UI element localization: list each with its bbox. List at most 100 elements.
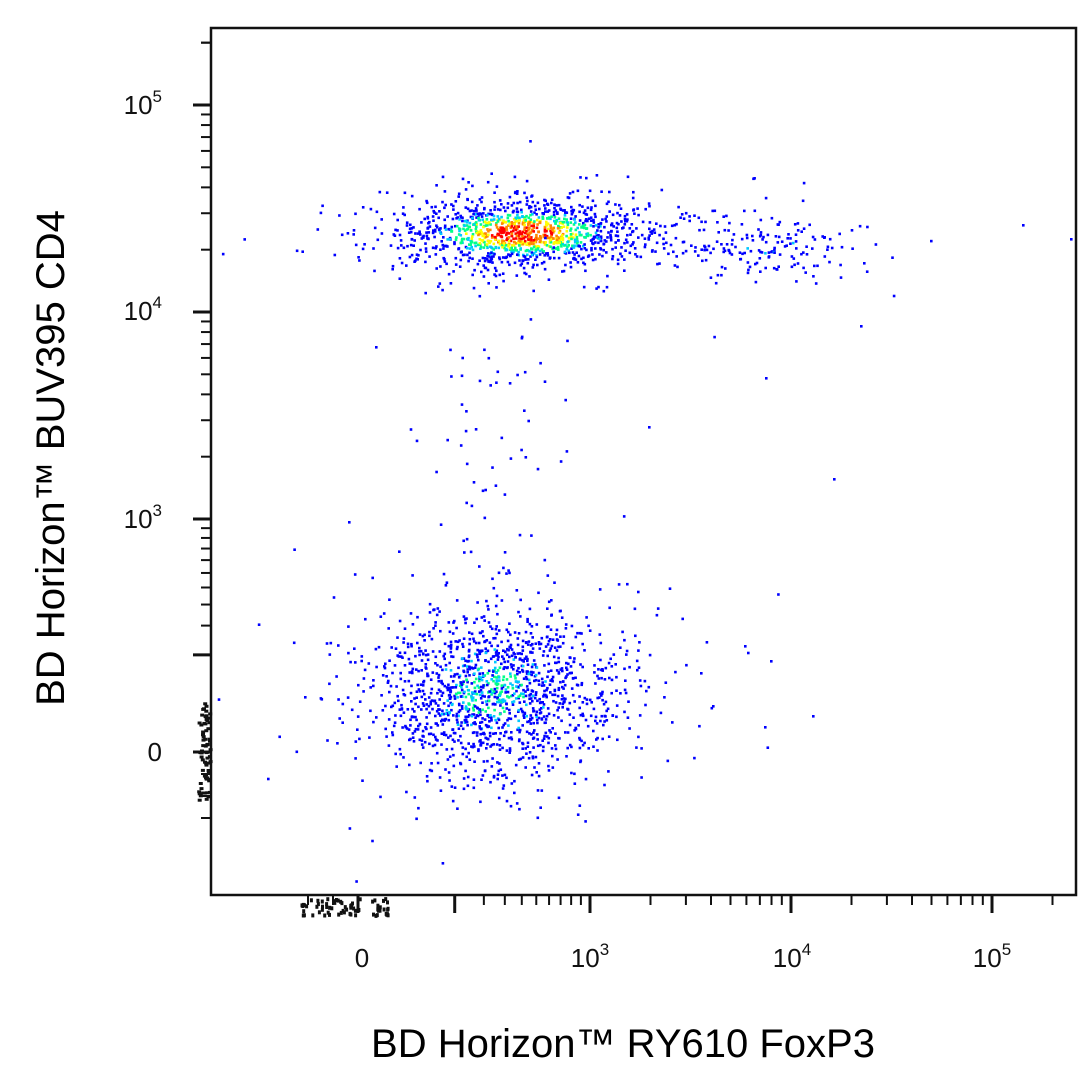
data-point (455, 647, 459, 651)
data-point (474, 698, 477, 702)
data-point (582, 261, 585, 265)
data-point (773, 246, 776, 250)
data-point (415, 257, 418, 261)
data-point (524, 249, 528, 253)
data-point (471, 696, 475, 699)
data-point (398, 277, 402, 280)
data-point (597, 241, 600, 245)
data-point (631, 243, 634, 246)
data-point (648, 204, 651, 208)
data-point (391, 264, 395, 268)
data-point (529, 651, 532, 654)
data-point (437, 712, 441, 715)
data-point (830, 246, 834, 250)
data-point (569, 665, 573, 668)
data-point (414, 654, 417, 658)
data-point (526, 643, 530, 646)
data-point (759, 231, 763, 234)
data-point (356, 715, 360, 718)
data-point (354, 243, 358, 247)
axis-event-mark (337, 912, 341, 917)
data-point (328, 653, 332, 656)
data-point (387, 627, 390, 630)
data-point (391, 267, 394, 271)
data-point (448, 693, 452, 697)
data-point (571, 232, 574, 236)
data-point (319, 211, 323, 215)
data-point (573, 782, 577, 785)
data-point (560, 235, 563, 239)
data-point (495, 269, 498, 273)
data-point (217, 698, 221, 701)
data-point (496, 220, 500, 223)
data-point (387, 744, 391, 747)
data-point (425, 707, 428, 711)
data-point (566, 708, 570, 711)
data-point (592, 729, 595, 733)
data-point (580, 257, 583, 261)
y-axis-ticks (193, 41, 211, 819)
data-point (498, 744, 502, 747)
data-point (557, 716, 560, 719)
data-point (431, 744, 435, 748)
data-point (482, 615, 486, 618)
data-point (487, 695, 490, 699)
data-point (396, 246, 400, 250)
data-point (405, 221, 409, 224)
data-point (466, 253, 469, 257)
data-point (451, 799, 455, 803)
data-point (535, 718, 539, 722)
axis-event-mark (208, 739, 212, 743)
data-point (930, 239, 933, 243)
data-point (533, 766, 536, 769)
data-point (450, 203, 453, 206)
data-point (468, 251, 471, 255)
data-point (510, 654, 514, 658)
data-point (663, 225, 667, 228)
data-point (702, 228, 706, 232)
data-point (812, 715, 815, 718)
data-point (599, 229, 603, 233)
data-point (470, 632, 474, 636)
data-point (515, 219, 519, 223)
data-point (496, 215, 500, 218)
data-point (564, 731, 567, 734)
data-point (470, 745, 473, 748)
data-point (528, 702, 532, 705)
data-point (512, 651, 515, 655)
data-point (723, 228, 727, 232)
data-point (581, 642, 584, 646)
data-point (434, 735, 437, 739)
axis-event-mark (382, 898, 385, 903)
data-point (874, 243, 878, 246)
data-point (548, 729, 551, 732)
data-point (562, 680, 565, 683)
axis-event-mark (202, 774, 207, 778)
data-point (453, 242, 456, 246)
data-point (480, 270, 483, 274)
data-point (629, 244, 633, 248)
data-point (586, 206, 590, 210)
data-point (430, 687, 434, 691)
data-point (479, 243, 482, 246)
data-point (473, 666, 477, 669)
data-point (466, 784, 470, 788)
data-point (531, 213, 534, 216)
data-point (492, 255, 495, 258)
axis-event-mark (375, 913, 379, 918)
data-point (485, 639, 489, 642)
data-point (766, 746, 770, 749)
data-point (494, 651, 498, 654)
data-point (510, 204, 514, 207)
data-point (545, 714, 549, 718)
data-point (491, 674, 494, 677)
data-point (403, 651, 407, 655)
data-point (518, 730, 521, 734)
data-point (478, 679, 481, 683)
data-point (391, 671, 394, 675)
data-point (557, 256, 561, 260)
data-point (561, 685, 564, 689)
data-point (531, 707, 535, 710)
data-point (552, 250, 555, 254)
data-point (549, 226, 553, 230)
